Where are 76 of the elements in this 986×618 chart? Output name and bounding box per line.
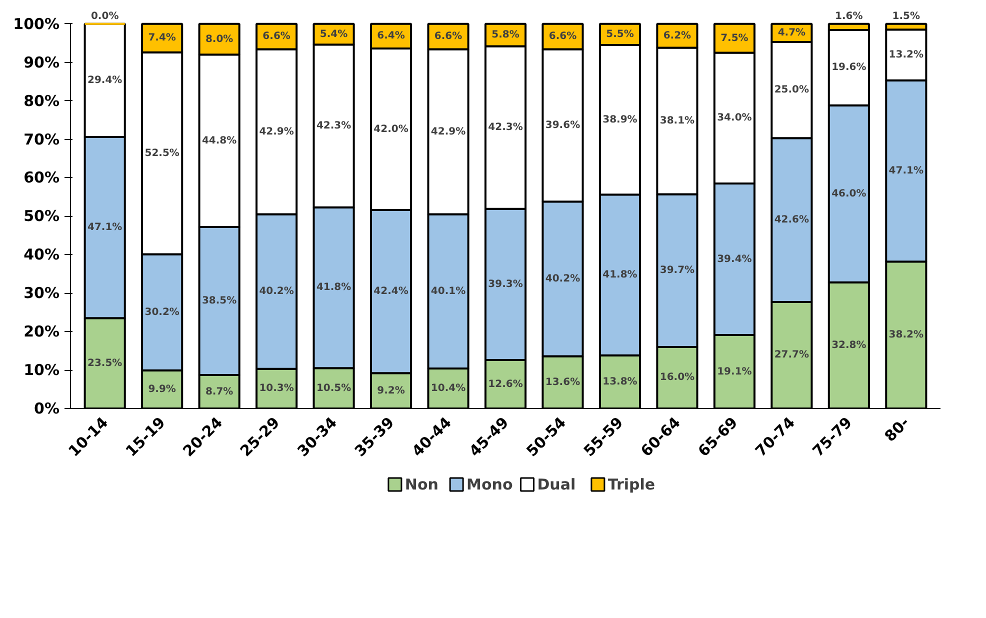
data-label: 39.7% <box>660 265 695 276</box>
data-label: 19.6% <box>832 62 866 74</box>
data-label: 19.1% <box>717 366 752 378</box>
data-label: 38.2% <box>888 330 924 341</box>
data-label: 0.0% <box>90 10 119 22</box>
data-label: 6.4% <box>377 30 405 42</box>
data-label: 39.4% <box>717 254 752 265</box>
data-label: 40.2% <box>259 286 294 298</box>
legend-label: Mono <box>466 476 513 494</box>
y-tick-label: 40% <box>24 246 60 264</box>
data-label: 42.3% <box>488 122 523 134</box>
data-label: 1.6% <box>835 10 863 22</box>
y-tick-label: 60% <box>24 168 60 187</box>
data-label: 32.8% <box>832 340 866 351</box>
data-label: 10.3% <box>259 383 294 394</box>
data-label: 39.3% <box>488 278 523 290</box>
data-label: 6.6% <box>548 31 577 42</box>
data-label: 40.2% <box>545 273 580 284</box>
y-tick-label: 10% <box>24 361 60 380</box>
data-label: 34.0% <box>717 112 752 124</box>
data-label: 38.5% <box>202 296 237 306</box>
data-label: 30.2% <box>144 306 180 318</box>
data-label: 9.2% <box>377 385 405 396</box>
data-label: 16.0% <box>660 372 695 384</box>
legend-label: Dual <box>537 476 576 494</box>
data-label: 47.1% <box>888 166 924 176</box>
data-label: 23.5% <box>87 358 122 369</box>
data-label: 25.0% <box>774 84 810 96</box>
data-label: 41.8% <box>602 270 638 281</box>
legend-label: Non <box>404 476 438 494</box>
data-label: 7.5% <box>720 32 748 44</box>
data-label: 40.1% <box>430 286 466 297</box>
data-label: 6.6% <box>262 31 290 42</box>
data-label: 7.4% <box>148 32 176 44</box>
y-tick-label: 70% <box>24 130 60 148</box>
data-label: 41.8% <box>316 282 352 294</box>
y-tick-label: 100% <box>13 14 60 33</box>
data-label: 42.4% <box>374 286 408 298</box>
data-label: 13.8% <box>602 376 638 388</box>
data-label: 42.6% <box>774 214 810 226</box>
data-label: 10.4% <box>430 383 466 394</box>
data-label: 42.0% <box>374 124 408 135</box>
y-tick-label: 80% <box>24 92 60 110</box>
y-tick-label: 20% <box>24 322 60 341</box>
data-label: 5.8% <box>492 30 520 41</box>
data-label: 38.1% <box>660 116 695 126</box>
y-tick-label: 30% <box>24 284 60 302</box>
data-label: 1.5% <box>892 10 920 22</box>
data-label: 10.5% <box>316 382 352 394</box>
data-label: 44.8% <box>202 135 237 146</box>
data-label: 8.0% <box>205 34 234 45</box>
data-label: 52.5% <box>144 148 180 159</box>
data-label: 8.7% <box>205 386 234 398</box>
data-label: 42.9% <box>430 126 466 138</box>
data-label: 12.6% <box>488 378 523 390</box>
data-label: 6.6% <box>434 31 462 42</box>
y-tick-label: 50% <box>24 207 60 226</box>
data-label: 39.6% <box>545 120 580 131</box>
legend-label: Triple <box>608 476 656 494</box>
data-label: 13.2% <box>888 50 924 61</box>
y-tick-label: 90% <box>24 53 60 72</box>
data-label: 42.3% <box>316 120 352 132</box>
y-tick-label: 0% <box>34 400 60 418</box>
data-label: 9.9% <box>148 384 176 395</box>
data-label: 5.5% <box>606 28 634 40</box>
data-label: 27.7% <box>774 350 810 361</box>
data-label: 29.4% <box>87 74 122 86</box>
data-label: 46.0% <box>832 188 866 200</box>
data-label: 6.2% <box>663 30 692 42</box>
data-label: 42.9% <box>259 126 294 138</box>
data-label: 4.7% <box>778 27 806 38</box>
data-label: 38.9% <box>602 114 638 126</box>
data-label: 13.6% <box>545 376 580 388</box>
data-label: 5.4% <box>320 28 348 40</box>
x-tick-label: 80- <box>880 413 913 446</box>
data-label: 47.1% <box>87 222 122 234</box>
